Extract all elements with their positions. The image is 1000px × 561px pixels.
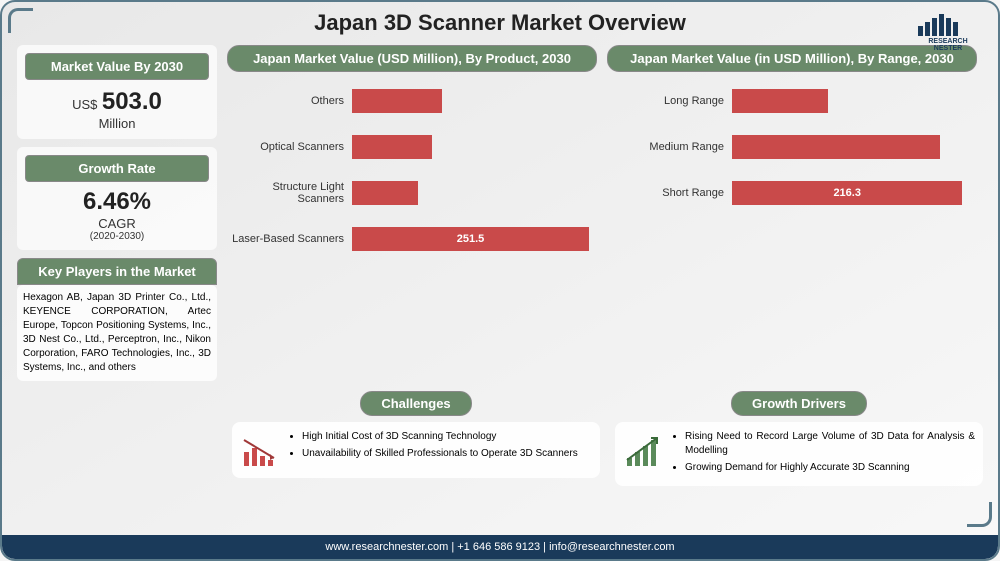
declining-chart-icon bbox=[240, 430, 280, 470]
bar-label: Medium Range bbox=[607, 141, 732, 153]
challenges-list: High Initial Cost of 3D Scanning Technol… bbox=[290, 430, 578, 464]
left-column: Market Value By 2030 US$ 503.0 Million G… bbox=[17, 45, 217, 381]
market-value-number: 503.0 bbox=[102, 88, 162, 115]
bar-row: Structure Light Scanners bbox=[227, 179, 597, 207]
growth-drivers-section: Growth Drivers Rising Need to Record Lar… bbox=[615, 391, 983, 486]
chart-by-range: Japan Market Value (in USD Million), By … bbox=[607, 45, 977, 381]
growth-drivers-header: Growth Drivers bbox=[731, 391, 867, 416]
bar-fill bbox=[732, 89, 828, 113]
growth-drivers-list: Rising Need to Record Large Volume of 3D… bbox=[673, 430, 975, 478]
bar-label: Short Range bbox=[607, 187, 732, 199]
growth-rate-value: 6.46% bbox=[25, 188, 209, 216]
challenges-section: Challenges High Initial Cost of 3D Scann… bbox=[232, 391, 600, 486]
logo: RESEARCH NESTER bbox=[918, 12, 978, 52]
challenges-box: High Initial Cost of 3D Scanning Technol… bbox=[232, 422, 600, 478]
bar-fill: 251.5 bbox=[352, 227, 589, 251]
bar-row: Others bbox=[227, 87, 597, 115]
main-content: Market Value By 2030 US$ 503.0 Million G… bbox=[2, 40, 998, 386]
bar-value-label: 216.3 bbox=[833, 187, 861, 199]
market-value-header: Market Value By 2030 bbox=[25, 53, 209, 80]
key-players-box: Key Players in the Market Hexagon AB, Ja… bbox=[17, 258, 217, 381]
bar-track bbox=[352, 135, 597, 159]
bar-label: Laser-Based Scanners bbox=[227, 233, 352, 245]
bar-label: Others bbox=[227, 95, 352, 107]
infographic-container: Japan 3D Scanner Market Overview RESEARC… bbox=[0, 0, 1000, 561]
bar-row: Short Range 216.3 bbox=[607, 179, 977, 207]
bar-track bbox=[352, 181, 597, 205]
list-item: Unavailability of Skilled Professionals … bbox=[302, 447, 578, 461]
chart1-area: Others Optical Scanners Structure Light Sc… bbox=[227, 87, 597, 287]
bottom-spacer bbox=[17, 391, 217, 486]
page-title: Japan 3D Scanner Market Overview bbox=[2, 10, 998, 36]
growth-rate-header: Growth Rate bbox=[25, 155, 209, 182]
currency-prefix: US$ bbox=[72, 97, 97, 112]
bar-fill bbox=[352, 89, 442, 113]
header: Japan 3D Scanner Market Overview RESEARC… bbox=[2, 2, 998, 40]
bar-track bbox=[732, 135, 977, 159]
bottom-row: Challenges High Initial Cost of 3D Scann… bbox=[2, 386, 998, 491]
list-item: Growing Demand for Highly Accurate 3D Sc… bbox=[685, 461, 975, 475]
chart2-area: Long Range Medium Range Short Range 216.3 bbox=[607, 87, 977, 287]
bar-value-label: 251.5 bbox=[457, 233, 485, 245]
market-value-unit: Million bbox=[25, 116, 209, 131]
bar-track: 216.3 bbox=[732, 181, 977, 205]
growth-rate-box: Growth Rate 6.46% CAGR (2020-2030) bbox=[17, 147, 217, 250]
bar-row: Long Range bbox=[607, 87, 977, 115]
key-players-header: Key Players in the Market bbox=[17, 258, 217, 285]
bar-label: Optical Scanners bbox=[227, 141, 352, 153]
bar-track bbox=[732, 89, 977, 113]
market-value-box: Market Value By 2030 US$ 503.0 Million bbox=[17, 45, 217, 139]
corner-decoration bbox=[967, 502, 992, 527]
logo-bars-icon bbox=[918, 12, 978, 36]
chart1-title: Japan Market Value (USD Million), By Pro… bbox=[227, 45, 597, 72]
bar-fill bbox=[352, 135, 432, 159]
bar-track: 251.5 bbox=[352, 227, 597, 251]
footer: www.researchnester.com | +1 646 586 9123… bbox=[2, 535, 998, 559]
bar-track bbox=[352, 89, 597, 113]
bar-fill bbox=[732, 135, 940, 159]
challenges-header: Challenges bbox=[360, 391, 471, 416]
list-item: High Initial Cost of 3D Scanning Technol… bbox=[302, 430, 578, 444]
growth-drivers-box: Rising Need to Record Large Volume of 3D… bbox=[615, 422, 983, 486]
bar-label: Long Range bbox=[607, 95, 732, 107]
logo-text: RESEARCH NESTER bbox=[918, 38, 978, 52]
bar-label: Structure Light Scanners bbox=[227, 181, 352, 205]
bar-fill bbox=[352, 181, 418, 205]
chart-by-product: Japan Market Value (USD Million), By Pro… bbox=[227, 45, 597, 381]
bar-row: Laser-Based Scanners 251.5 bbox=[227, 225, 597, 253]
rising-chart-icon bbox=[623, 430, 663, 470]
growth-rate-unit: CAGR bbox=[25, 216, 209, 231]
growth-rate-period: (2020-2030) bbox=[25, 231, 209, 242]
bar-row: Optical Scanners bbox=[227, 133, 597, 161]
key-players-text: Hexagon AB, Japan 3D Printer Co., Ltd., … bbox=[17, 285, 217, 381]
list-item: Rising Need to Record Large Volume of 3D… bbox=[685, 430, 975, 458]
bar-row: Medium Range bbox=[607, 133, 977, 161]
bar-fill: 216.3 bbox=[732, 181, 962, 205]
